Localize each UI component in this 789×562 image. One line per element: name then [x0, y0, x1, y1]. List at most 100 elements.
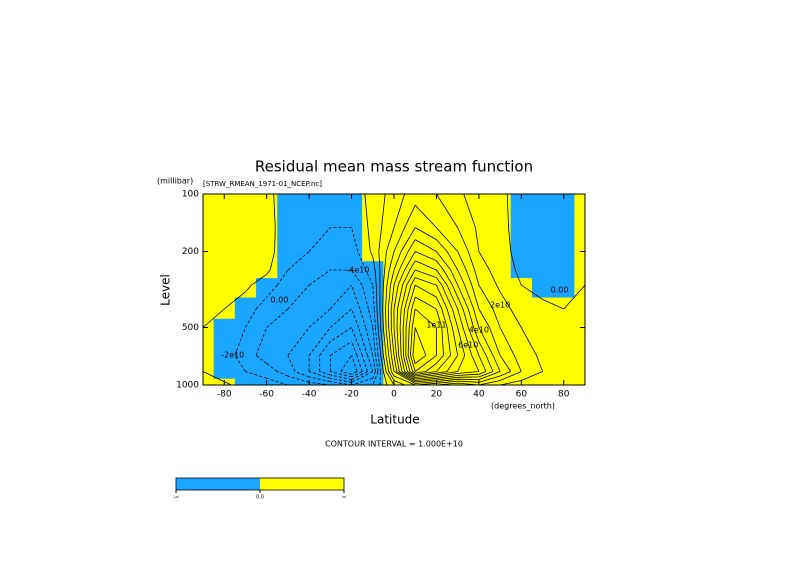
field-cell [256, 318, 278, 342]
field-cell [404, 341, 427, 364]
field-cell [362, 194, 384, 212]
field-cell [256, 210, 278, 241]
field-cell [319, 318, 342, 342]
contour-label: 2e10 [490, 300, 510, 309]
chart-title: Residual mean mass stream function [255, 158, 533, 176]
field-cell [234, 194, 257, 212]
field-cell [553, 194, 575, 212]
field-cell [447, 239, 469, 262]
contour-line [308, 308, 374, 383]
colorbar-swatch [176, 478, 260, 490]
field-cell [425, 260, 448, 279]
field-cell [468, 210, 490, 241]
field-cell [553, 363, 575, 379]
y-tick-label: 200 [182, 247, 199, 257]
field-cell [468, 194, 490, 212]
field-cell [234, 341, 257, 364]
contour-label: -4e10 [346, 266, 369, 275]
contour-line [287, 284, 376, 385]
x-tick-label: 60 [516, 390, 528, 400]
field-cell [574, 378, 585, 385]
field-cell [213, 341, 236, 364]
field-cell [531, 239, 554, 262]
field-cell [425, 297, 448, 319]
field-cell [319, 277, 342, 298]
dataset-label: [STRW_RMEAN_1971-01_NCEP.nc] [203, 180, 322, 188]
colorbar-label: 0.0 [256, 495, 264, 501]
y-tick-label: 500 [182, 323, 199, 333]
field-cell [213, 239, 236, 262]
field-cell [553, 239, 575, 262]
field-cell [574, 363, 585, 379]
contour-line [405, 284, 451, 375]
field-cell [425, 194, 448, 212]
footnote: CONTOUR INTERVAL = 1.000E+10 [325, 440, 463, 449]
field-cell [277, 378, 299, 385]
contour-line [385, 204, 512, 385]
y-axis-label: Level [159, 274, 173, 306]
y-unit: (millibar) [157, 177, 193, 186]
field-cell [298, 297, 321, 319]
field-cell [468, 341, 490, 364]
field-cell [203, 260, 215, 279]
contour-line [410, 308, 437, 372]
field-cell [383, 210, 406, 241]
field-cell [425, 277, 448, 298]
x-tick-label: -20 [344, 390, 359, 400]
field-cell [447, 378, 469, 385]
field-cell [340, 363, 363, 379]
field-cell [404, 277, 427, 298]
field-cell [213, 210, 236, 241]
field-cell [362, 239, 384, 262]
field-cell [362, 378, 384, 385]
x-tick-label: -60 [259, 390, 274, 400]
field-cell [234, 277, 257, 298]
field-cell [213, 363, 236, 379]
field-cell [468, 277, 490, 298]
field-cell [340, 194, 363, 212]
x-tick-label: -80 [217, 390, 232, 400]
field-cell [234, 260, 257, 279]
field-cell [203, 194, 215, 212]
contour-line [340, 355, 358, 375]
field-cell [510, 341, 533, 364]
field-cell [531, 194, 554, 212]
field-cell [531, 210, 554, 241]
field-cell [203, 210, 215, 241]
field-cell [319, 239, 342, 262]
field-cell [203, 341, 215, 364]
contour-line [390, 239, 494, 383]
field-cell [489, 277, 512, 298]
field-cell [298, 277, 321, 298]
field-cell [383, 194, 406, 212]
contour-label: 0.00 [551, 285, 569, 294]
field-cell [203, 239, 215, 262]
field-cell [489, 378, 512, 385]
field-cell [574, 239, 585, 262]
field-cell [203, 378, 215, 385]
field-cell [234, 297, 257, 319]
x-tick-label: 40 [473, 390, 485, 400]
field-cell [489, 210, 512, 241]
contour-label: 0.00 [270, 296, 288, 305]
field-cell [574, 194, 585, 212]
field-cell [362, 210, 384, 241]
field-cell [362, 341, 384, 364]
field-cell [468, 318, 490, 342]
field-cell [510, 210, 533, 241]
field-cell [489, 318, 512, 342]
contour-line [396, 260, 480, 380]
field-cell [319, 260, 342, 279]
field-cell [277, 318, 299, 342]
field-cell [510, 194, 533, 212]
field-cell [510, 260, 533, 279]
field-cell [574, 210, 585, 241]
contour-label: 6e10 [458, 340, 478, 349]
field-cell [256, 341, 278, 364]
field-cell [340, 260, 363, 279]
field-cell [510, 363, 533, 379]
field-cell [447, 318, 469, 342]
field-cell [510, 318, 533, 342]
field-cell [203, 277, 215, 298]
